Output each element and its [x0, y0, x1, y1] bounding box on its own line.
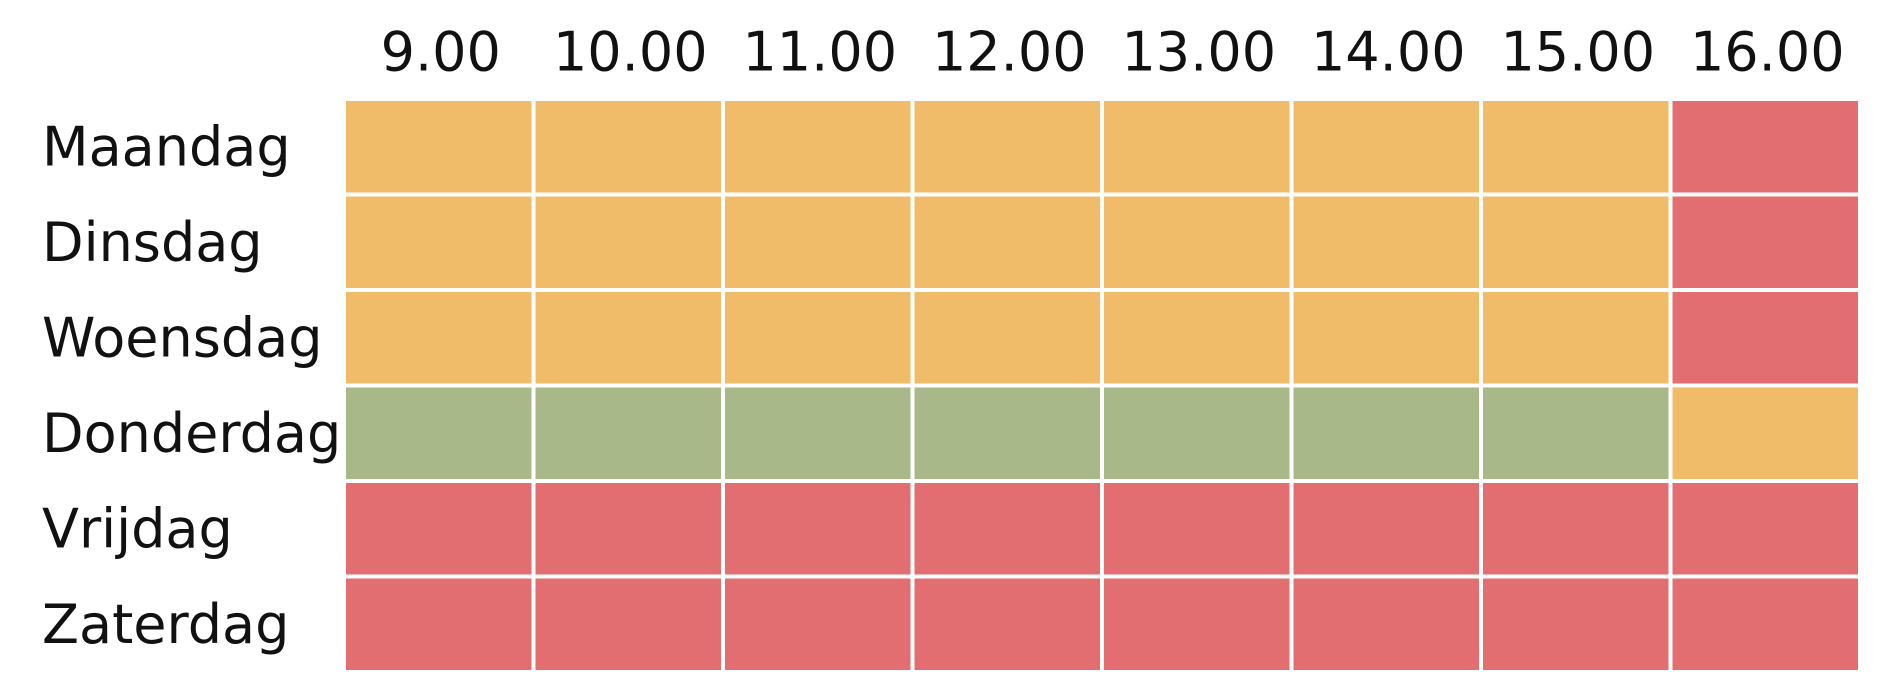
cell [535, 292, 721, 384]
cell [1483, 196, 1669, 288]
cell [914, 196, 1100, 288]
cell [914, 101, 1100, 193]
cell [346, 387, 532, 479]
cell [1104, 483, 1290, 575]
cell [346, 483, 532, 575]
column-header: 11.00 [742, 21, 897, 84]
cell [725, 101, 911, 193]
cell [1483, 483, 1669, 575]
column-header: 15.00 [1500, 21, 1655, 84]
cell [535, 101, 721, 193]
cell [346, 101, 532, 193]
row-header: Zaterdag [42, 593, 289, 656]
cell [535, 196, 721, 288]
cell [1293, 387, 1479, 479]
cell [1293, 292, 1479, 384]
cell [535, 387, 721, 479]
cell [1104, 387, 1290, 479]
column-header: 12.00 [932, 21, 1087, 84]
cell [1672, 578, 1858, 670]
cell [346, 196, 532, 288]
cell [1104, 196, 1290, 288]
cell [346, 578, 532, 670]
cell [725, 483, 911, 575]
cell [1672, 292, 1858, 384]
column-header: 10.00 [553, 21, 708, 84]
row-header: Woensdag [42, 306, 323, 369]
cell [725, 292, 911, 384]
cell [1104, 292, 1290, 384]
cell [1293, 578, 1479, 670]
cell [1293, 196, 1479, 288]
cell [725, 196, 911, 288]
cell [1483, 101, 1669, 193]
cell [1293, 101, 1479, 193]
cell [1672, 483, 1858, 575]
row-header: Vrijdag [42, 497, 233, 560]
row-header: Dinsdag [42, 211, 263, 274]
cell [1672, 196, 1858, 288]
column-header: 9.00 [381, 21, 501, 84]
column-header: 14.00 [1311, 21, 1466, 84]
cell [725, 387, 911, 479]
row-header: Donderdag [42, 402, 341, 465]
cell [1293, 483, 1479, 575]
cell [535, 483, 721, 575]
column-header: 13.00 [1121, 21, 1276, 84]
row-header: Maandag [42, 115, 291, 178]
column-header: 16.00 [1690, 21, 1845, 84]
cell [346, 292, 532, 384]
cell [1483, 292, 1669, 384]
cell [1104, 101, 1290, 193]
cell [1104, 578, 1290, 670]
cell [1672, 101, 1858, 193]
cell [914, 578, 1100, 670]
cell [1672, 387, 1858, 479]
cell [914, 387, 1100, 479]
cell [914, 483, 1100, 575]
cell [725, 578, 911, 670]
cell [914, 292, 1100, 384]
cell [1483, 578, 1669, 670]
cell [1483, 387, 1669, 479]
cell [535, 578, 721, 670]
